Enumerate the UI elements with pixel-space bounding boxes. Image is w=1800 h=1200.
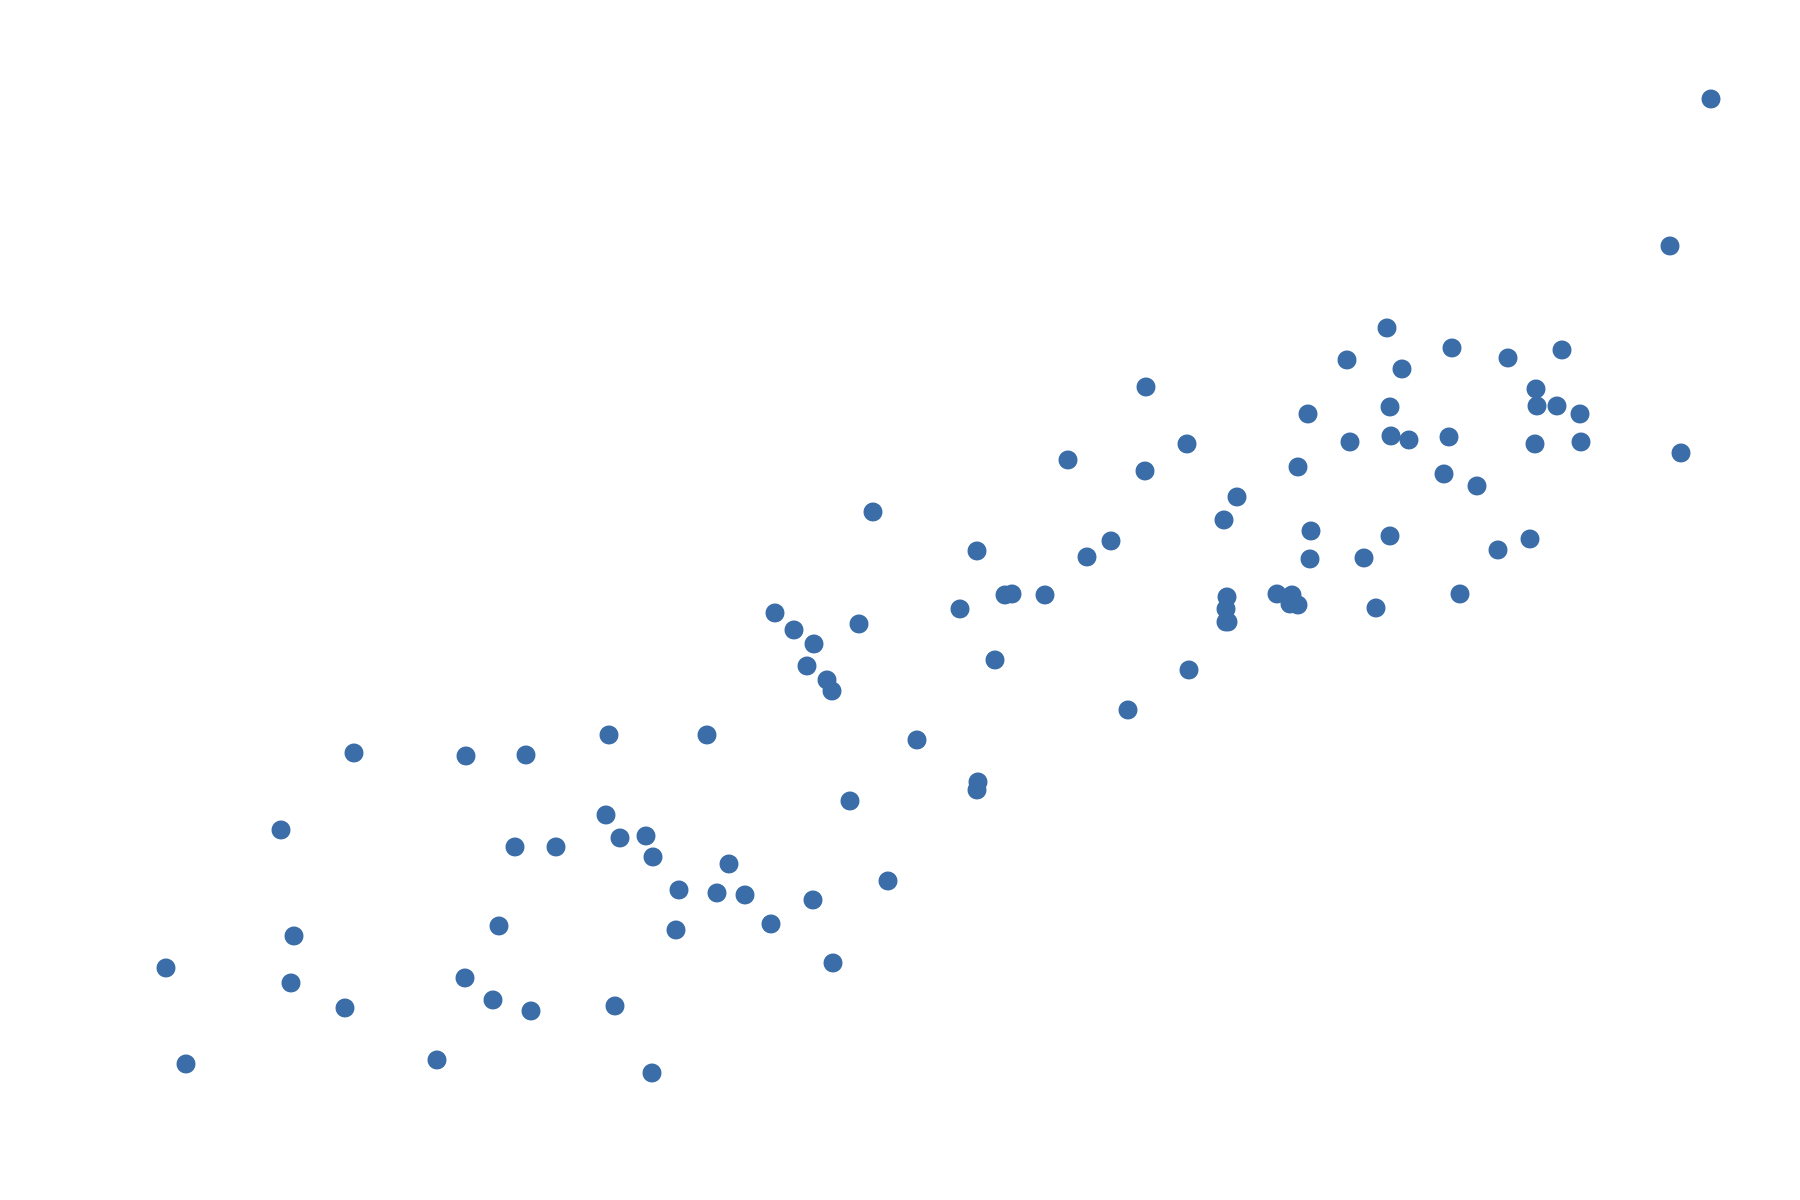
data-point: [1526, 379, 1546, 399]
data-point: [1439, 427, 1459, 447]
data-point: [642, 1063, 662, 1083]
data-point: [1527, 396, 1547, 416]
data-point: [840, 791, 860, 811]
data-point: [1135, 461, 1155, 481]
data-points: [156, 89, 1721, 1083]
data-point: [1660, 236, 1680, 256]
data-point: [1399, 430, 1419, 450]
data-point: [804, 634, 824, 654]
data-point: [967, 541, 987, 561]
data-point: [1520, 529, 1540, 549]
data-point: [489, 916, 509, 936]
data-point: [1214, 510, 1234, 530]
data-point: [1300, 549, 1320, 569]
data-point: [1179, 660, 1199, 680]
data-point: [735, 885, 755, 905]
data-point: [707, 883, 727, 903]
data-point: [643, 847, 663, 867]
data-point: [1547, 396, 1567, 416]
data-point: [335, 998, 355, 1018]
data-point: [1552, 340, 1572, 360]
data-point: [1701, 89, 1721, 109]
data-point: [605, 996, 625, 1016]
data-point: [1267, 584, 1287, 604]
data-point: [1381, 426, 1401, 446]
data-point: [1467, 476, 1487, 496]
data-point: [156, 958, 176, 978]
data-point: [1671, 443, 1691, 463]
data-point: [863, 502, 883, 522]
data-point: [483, 990, 503, 1010]
data-point: [1392, 359, 1412, 379]
data-point: [344, 743, 364, 763]
data-point: [1288, 595, 1308, 615]
data-point: [1288, 457, 1308, 477]
data-point: [1035, 585, 1055, 605]
data-point: [1354, 548, 1374, 568]
data-point: [1525, 434, 1545, 454]
data-point: [284, 926, 304, 946]
data-point: [1298, 404, 1318, 424]
data-point: [1488, 540, 1508, 560]
data-point: [1571, 432, 1591, 452]
data-point: [596, 805, 616, 825]
data-point: [697, 725, 717, 745]
data-point: [803, 890, 823, 910]
data-point: [1340, 432, 1360, 452]
data-point: [907, 730, 927, 750]
data-point: [784, 620, 804, 640]
data-point: [1058, 450, 1078, 470]
data-point: [1217, 587, 1237, 607]
data-point: [1570, 404, 1590, 424]
data-point: [505, 837, 525, 857]
data-point: [967, 780, 987, 800]
data-point: [1002, 584, 1022, 604]
data-point: [1301, 521, 1321, 541]
data-point: [719, 854, 739, 874]
data-point: [1218, 612, 1238, 632]
data-point: [1118, 700, 1138, 720]
data-point: [761, 914, 781, 934]
data-point: [797, 656, 817, 676]
data-point: [765, 603, 785, 623]
data-point: [1366, 598, 1386, 618]
data-point: [1450, 584, 1470, 604]
data-point: [1337, 350, 1357, 370]
data-point: [985, 650, 1005, 670]
data-point: [271, 820, 291, 840]
data-point: [823, 953, 843, 973]
data-point: [636, 826, 656, 846]
data-point: [427, 1050, 447, 1070]
data-point: [1177, 434, 1197, 454]
data-point: [610, 828, 630, 848]
data-point: [521, 1001, 541, 1021]
data-point: [1442, 338, 1462, 358]
data-point: [1498, 348, 1518, 368]
data-point: [1434, 464, 1454, 484]
data-point: [456, 746, 476, 766]
data-point: [455, 968, 475, 988]
data-point: [1380, 397, 1400, 417]
data-point: [516, 745, 536, 765]
data-point: [849, 614, 869, 634]
data-point: [1380, 526, 1400, 546]
data-point: [666, 920, 686, 940]
data-point: [281, 973, 301, 993]
data-point: [878, 871, 898, 891]
data-point: [176, 1054, 196, 1074]
data-point: [1101, 531, 1121, 551]
data-point: [950, 599, 970, 619]
data-point: [669, 880, 689, 900]
data-point: [822, 681, 842, 701]
data-point: [1077, 547, 1097, 567]
data-point: [1227, 487, 1247, 507]
data-point: [599, 725, 619, 745]
data-point: [546, 837, 566, 857]
data-point: [1136, 377, 1156, 397]
data-point: [1377, 318, 1397, 338]
